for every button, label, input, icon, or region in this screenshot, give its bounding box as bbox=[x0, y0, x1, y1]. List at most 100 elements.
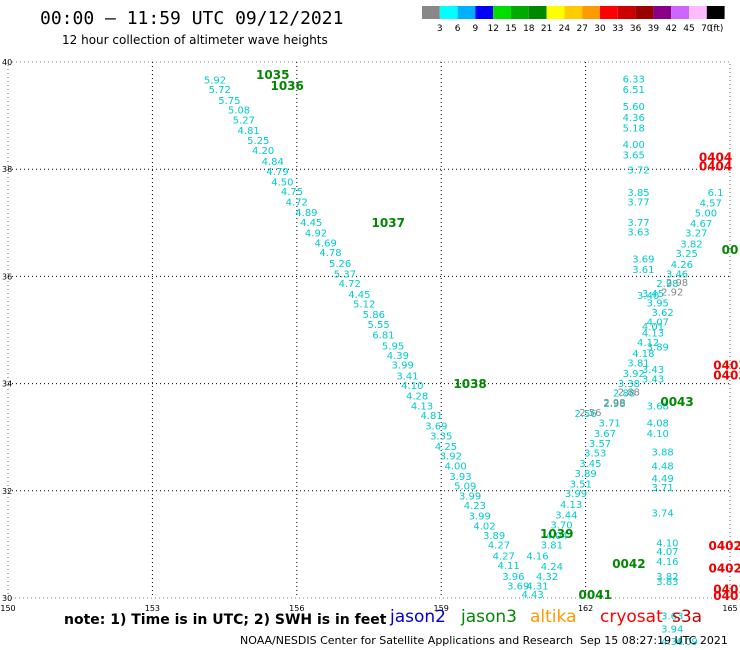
wave-height-label: 5.18 bbox=[623, 124, 645, 135]
wave-height-label: 4.26 bbox=[671, 260, 693, 271]
wave-height-label: 3.74 bbox=[651, 509, 673, 520]
colorbar-label: 70 bbox=[701, 24, 713, 34]
wave-height-label: 4.72 bbox=[286, 198, 308, 209]
wave-height-label: 4.84 bbox=[262, 157, 284, 168]
wave-height-label: 6.81 bbox=[372, 331, 394, 342]
wave-height-label: 5.25 bbox=[247, 136, 269, 147]
colorbar-label: 45 bbox=[683, 24, 694, 34]
wave-height-label: 5.08 bbox=[228, 105, 250, 116]
wave-height-label: 4.27 bbox=[488, 541, 510, 552]
y-tick-label: 38 bbox=[2, 165, 12, 174]
wave-height-label: 3.53 bbox=[584, 448, 606, 459]
wave-height-label: 3.35 bbox=[430, 431, 452, 442]
wave-height-label: 3.82 bbox=[656, 572, 678, 583]
wave-height-label: 3.44 bbox=[555, 511, 577, 522]
wave-height-label-low: 2.92 bbox=[661, 288, 683, 299]
plot-frame bbox=[7, 61, 731, 599]
wave-height-label: 3.92 bbox=[440, 452, 462, 463]
wave-height-label: 3.96 bbox=[502, 572, 524, 583]
wave-height-label: 4.49 bbox=[651, 474, 673, 485]
wave-height-label: 4.28 bbox=[406, 392, 428, 403]
colorbar-swatch bbox=[457, 6, 476, 19]
x-tick-label: 162 bbox=[578, 604, 593, 613]
wave-height-label: 4.08 bbox=[647, 418, 669, 429]
wave-height-label: 4.89 bbox=[295, 208, 317, 219]
pass-time-label: 0402 bbox=[708, 539, 740, 553]
wave-height-label: 4.01 bbox=[642, 322, 664, 333]
wave-height-label: 3.89 bbox=[647, 342, 669, 353]
wave-height-label: 4.45 bbox=[300, 218, 322, 229]
y-tick-label: 40 bbox=[2, 58, 12, 67]
wave-height-label: 4.57 bbox=[700, 199, 722, 210]
wave-height-label: 4.32 bbox=[536, 572, 558, 583]
colorbar-label: 39 bbox=[648, 24, 660, 34]
pass-time-label: 00 bbox=[722, 243, 739, 257]
pass-time-label: 0404 bbox=[699, 151, 732, 165]
colorbar-label: 27 bbox=[576, 24, 587, 34]
wave-height-label: 4.07 bbox=[656, 547, 678, 558]
wave-height-label: 4.18 bbox=[632, 349, 654, 360]
wave-height-label: 6.33 bbox=[623, 74, 645, 85]
wave-height-label: 4.10 bbox=[401, 381, 423, 392]
colorbar-label: 21 bbox=[541, 24, 552, 34]
pass-time-label: 1036 bbox=[270, 79, 303, 93]
wave-height-label: 3.40 bbox=[637, 291, 659, 302]
wave-height-label: 3.85 bbox=[627, 188, 649, 199]
wave-height-label: 5.09 bbox=[454, 482, 476, 493]
wave-height-label: 5.86 bbox=[363, 310, 385, 321]
pass-time-label: 1039 bbox=[540, 527, 573, 541]
colorbar-swatch bbox=[439, 6, 458, 19]
wave-height-label: 4.24 bbox=[541, 562, 563, 573]
wave-height-label: 3.45 bbox=[579, 459, 601, 470]
colorbar-label: 42 bbox=[665, 24, 676, 34]
wave-height-label: 3.95 bbox=[647, 298, 669, 309]
colorbar-label: 24 bbox=[559, 24, 571, 34]
pass-time-label: 0043 bbox=[660, 395, 693, 409]
y-tick-label: 36 bbox=[2, 272, 12, 281]
wave-height-label: 3.69 bbox=[425, 422, 447, 433]
wave-height-label: 4.10 bbox=[647, 429, 669, 440]
wave-height-label: 5.27 bbox=[233, 116, 255, 127]
pass-time-label: 0042 bbox=[612, 557, 645, 571]
colorbar-swatch bbox=[582, 6, 600, 19]
wave-height-label: 4.50 bbox=[271, 177, 293, 188]
wave-height-label: 4.79 bbox=[266, 167, 288, 178]
pass-time-label: 0402 bbox=[708, 561, 740, 575]
wave-height-label: 5.92 bbox=[204, 75, 226, 86]
pass-time-label: 0401 bbox=[713, 589, 740, 603]
pass-time-label: 1038 bbox=[453, 377, 486, 391]
colorbar-label: 12 bbox=[487, 24, 498, 34]
colorbar-label: 18 bbox=[523, 24, 535, 34]
wave-height-label: 4.27 bbox=[493, 551, 515, 562]
wave-height-label: 4.75 bbox=[281, 187, 303, 198]
wave-height-label: 4.00 bbox=[623, 140, 645, 151]
x-tick-label: 156 bbox=[289, 604, 304, 613]
wave-height-label: 4.13 bbox=[411, 401, 433, 412]
wave-height-label: 4.00 bbox=[445, 461, 467, 472]
colorbar-swatch bbox=[475, 6, 494, 19]
wave-height-label: 3.61 bbox=[632, 265, 654, 276]
wave-height-label: 3.69 bbox=[507, 581, 529, 592]
wave-height-label: 4.07 bbox=[647, 318, 669, 329]
wave-height-label: 4.43 bbox=[522, 590, 544, 601]
wave-height-label: 3.71 bbox=[651, 483, 673, 494]
colorbar-swatch bbox=[493, 6, 511, 19]
wave-height-label: 5.12 bbox=[353, 299, 375, 310]
wave-height-label: 3.51 bbox=[570, 480, 592, 491]
pass-time-label: 0404 bbox=[699, 159, 732, 173]
footer-note: note: 1) Time is in UTC; 2) SWH is in fe… bbox=[64, 612, 387, 628]
wave-height-label: 4.09 bbox=[676, 637, 698, 648]
wave-height-label: 4.36 bbox=[623, 113, 645, 124]
wave-height-label: 4.67 bbox=[690, 219, 712, 230]
wave-height-label: 3.41 bbox=[396, 371, 418, 382]
wave-height-label: 2.98 bbox=[656, 279, 678, 290]
x-tick-label: 153 bbox=[145, 604, 160, 613]
wave-height-label: 2.56 bbox=[574, 409, 596, 420]
wave-height-label: 4.45 bbox=[348, 290, 370, 301]
wave-height-label: 3.63 bbox=[661, 611, 683, 622]
colorbar-swatch bbox=[564, 6, 583, 19]
wave-height-label: 3.68 bbox=[647, 401, 669, 412]
wave-height-label: 6.51 bbox=[623, 85, 645, 96]
wave-height-label: 3.99 bbox=[469, 512, 491, 523]
wave-height-label-low: 2.98 bbox=[666, 278, 688, 289]
